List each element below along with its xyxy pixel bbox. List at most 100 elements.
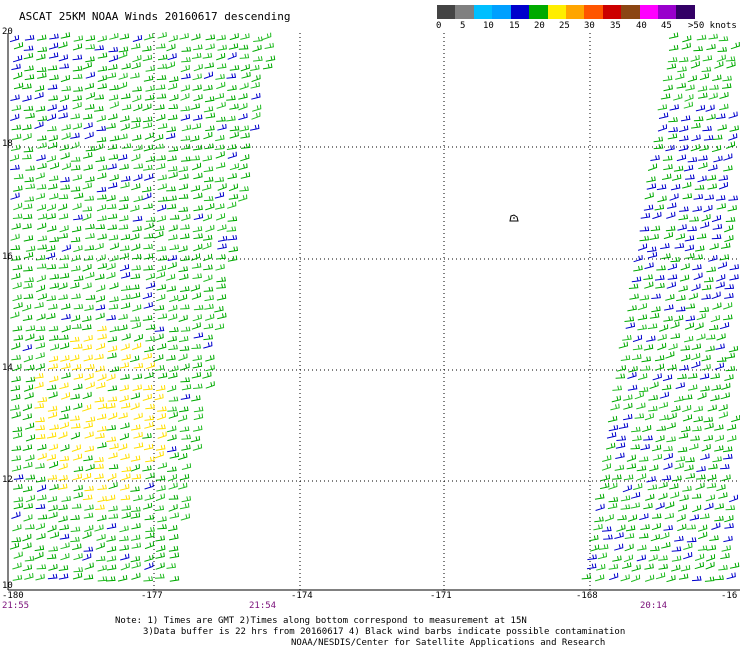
- wind-barb: [652, 211, 662, 220]
- wind-barb: [154, 364, 165, 371]
- wind-barb: [693, 416, 703, 423]
- wind-barb: [675, 233, 686, 240]
- wind-barb: [84, 485, 94, 492]
- wind-barb: [119, 196, 129, 202]
- wind-barb: [203, 253, 213, 262]
- wind-barb: [94, 45, 105, 51]
- wind-barb: [155, 163, 166, 170]
- wind-barb: [71, 503, 82, 509]
- wind-barb: [639, 513, 649, 521]
- wind-barb: [204, 96, 215, 103]
- wind-barb: [216, 101, 226, 109]
- wind-barb: [639, 235, 650, 242]
- wind-barb: [48, 134, 58, 142]
- wind-barb: [37, 396, 48, 403]
- wind-barb: [73, 484, 83, 492]
- wind-barb: [593, 524, 603, 531]
- wind-barb: [623, 414, 633, 421]
- wind-barb: [47, 411, 58, 419]
- wind-barb: [203, 286, 214, 292]
- wind-barb: [691, 361, 701, 369]
- wind-barb: [716, 333, 726, 341]
- wind-barb: [156, 113, 166, 122]
- wind-barb: [120, 115, 130, 122]
- wind-barb: [11, 376, 21, 383]
- wind-barb: [168, 494, 179, 500]
- wind-barb: [656, 184, 667, 191]
- wind-barb: [694, 322, 704, 331]
- wind-barb: [59, 225, 69, 233]
- wind-barb: [25, 245, 36, 252]
- wind-barb: [145, 456, 155, 463]
- wind-barb: [70, 254, 81, 262]
- wind-barb: [166, 355, 176, 361]
- wind-barb: [214, 191, 225, 199]
- wind-barb: [625, 525, 636, 532]
- wind-barb: [705, 494, 716, 502]
- wind-barb: [120, 285, 131, 291]
- wind-barb: [73, 192, 84, 199]
- wind-barb: [154, 231, 164, 239]
- wind-barb: [13, 185, 23, 192]
- wind-barb: [82, 391, 92, 400]
- wind-barb: [167, 313, 178, 321]
- wind-barb: [59, 455, 70, 462]
- wind-barb: [666, 202, 677, 209]
- wind-barb: [72, 323, 82, 329]
- wind-barb: [251, 112, 261, 120]
- wind-barb: [85, 416, 96, 423]
- wind-barb: [667, 412, 677, 420]
- wind-barb: [721, 382, 731, 390]
- wind-barb: [670, 321, 680, 329]
- wind-barb: [714, 362, 725, 370]
- wind-barb: [47, 474, 58, 480]
- wind-barb: [698, 155, 708, 161]
- time-label-left: 21:55: [2, 601, 30, 611]
- wind-barb: [46, 203, 57, 212]
- wind-barb: [669, 104, 679, 111]
- wind-barb: [202, 155, 213, 162]
- wind-barb: [169, 534, 179, 541]
- wind-barb: [179, 502, 190, 510]
- wind-barb: [633, 265, 643, 272]
- wind-barb: [144, 94, 155, 101]
- wind-barb: [698, 92, 708, 99]
- wind-barb: [644, 192, 654, 200]
- wind-barb: [60, 444, 70, 452]
- wind-barb: [119, 525, 129, 533]
- wind-barb: [226, 95, 236, 101]
- wind-barb: [145, 85, 155, 92]
- wind-barb: [85, 294, 96, 300]
- wind-barb: [712, 134, 723, 140]
- wind-barb: [95, 365, 105, 373]
- wind-barb: [701, 214, 711, 222]
- wind-barb: [168, 34, 178, 43]
- wind-barb: [190, 435, 201, 443]
- wind-barb: [47, 65, 58, 71]
- wind-barb: [121, 466, 132, 473]
- wind-barb: [716, 356, 727, 362]
- wind-barb: [699, 221, 710, 229]
- wind-barb: [649, 233, 659, 240]
- wind-barb: [672, 475, 682, 482]
- wind-barb: [682, 414, 693, 422]
- wind-barb: [720, 242, 731, 249]
- wind-barb: [70, 526, 81, 532]
- wind-barb: [119, 544, 129, 551]
- wind-barb: [47, 495, 58, 503]
- wind-barb: [10, 94, 20, 101]
- wind-barb: [70, 141, 80, 150]
- wind-barb: [73, 402, 83, 410]
- wind-barb: [728, 345, 739, 353]
- island-marker: [509, 214, 519, 222]
- wind-barb: [180, 255, 190, 262]
- wind-barb: [24, 392, 34, 400]
- wind-barb: [22, 533, 32, 542]
- wind-barb: [637, 544, 647, 551]
- wind-barb: [145, 272, 155, 281]
- wind-barb: [37, 213, 48, 220]
- wind-barb: [586, 563, 597, 570]
- wind-barb: [683, 335, 694, 343]
- wind-barb: [109, 174, 119, 182]
- wind-barb: [639, 294, 650, 301]
